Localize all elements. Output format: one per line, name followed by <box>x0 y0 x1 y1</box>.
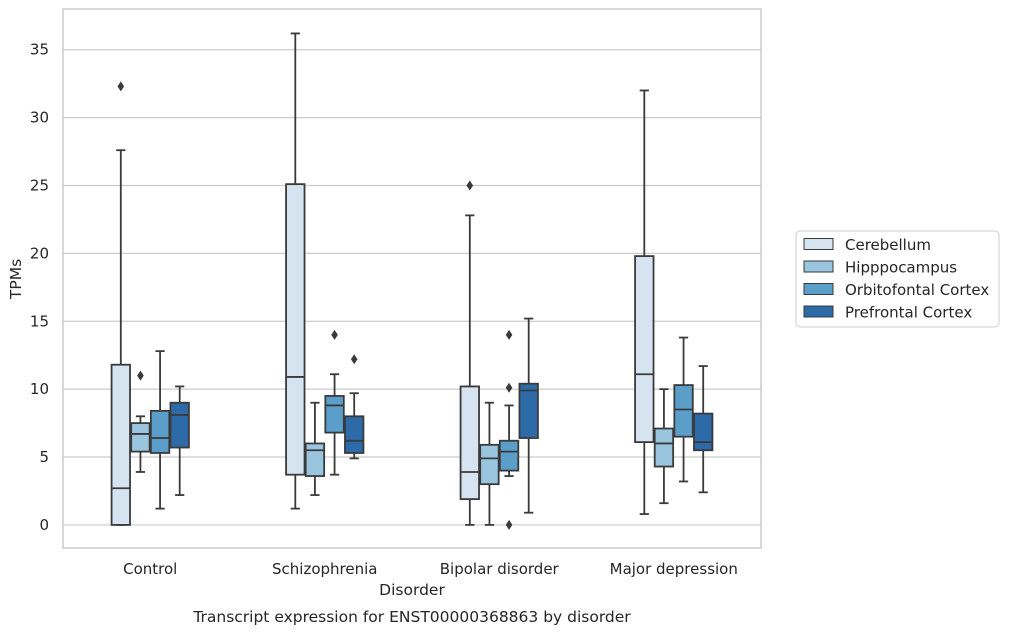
box-body <box>498 439 520 472</box>
box-orbitofontal-cortex <box>498 329 520 530</box>
box-body <box>673 384 694 438</box>
box-hipppocampus <box>479 401 500 526</box>
x-tick-label: Control <box>123 560 177 578</box>
box-body <box>304 442 326 477</box>
box-body <box>518 382 539 439</box>
y-tick-label: 35 <box>30 41 49 59</box>
y-tick-label: 20 <box>30 244 49 262</box>
legend-swatch <box>803 260 834 273</box>
box-body <box>653 427 675 468</box>
y-tick-label: 0 <box>39 516 49 534</box>
box-hipppocampus <box>653 388 675 505</box>
box-body <box>459 385 480 501</box>
box-cerebellum <box>285 32 306 510</box>
box-prefrontal-cortex <box>693 365 714 494</box>
legend-frame <box>795 230 1000 328</box>
box-body <box>110 363 131 526</box>
y-tick-labels: 0 5 10 15 20 25 30 35 <box>30 41 49 534</box>
box-body <box>634 255 655 444</box>
outlier-point <box>466 180 474 191</box>
x-tick-label: Bipolar disorder <box>440 560 560 578</box>
y-tick-label: 15 <box>30 312 49 330</box>
legend-swatch <box>803 305 834 318</box>
box-cerebellum <box>634 89 655 515</box>
x-tick-label: Schizophrenia <box>272 560 377 578</box>
box-orbitofontal-cortex <box>324 329 345 476</box>
legend-swatch <box>803 238 834 250</box>
legend-label: Cerebellum <box>845 236 931 254</box>
outlier-point <box>350 354 358 365</box>
y-tick-label: 10 <box>30 380 49 398</box>
box-body <box>149 409 171 454</box>
legend: Cerebellum Hipppocampus Orbitofontal Corte… <box>795 230 1000 328</box>
y-axis-title: TPMs <box>7 259 25 300</box>
box-body <box>324 395 345 434</box>
y-tick-label: 5 <box>39 448 49 466</box>
box-body <box>693 412 714 452</box>
outlier-point <box>331 329 338 340</box>
box-orbitofontal-cortex <box>673 336 694 483</box>
boxes <box>110 32 714 530</box>
box-body <box>479 443 500 486</box>
box-cerebellum <box>110 81 131 526</box>
box-prefrontal-cortex <box>169 385 190 496</box>
box-prefrontal-cortex <box>518 317 539 514</box>
box-prefrontal-cortex <box>344 354 365 460</box>
legend-label: Prefrontal Cortex <box>845 304 972 322</box>
outlier-point <box>505 329 513 340</box>
y-tick-label: 25 <box>30 176 49 194</box>
box-hipppocampus <box>304 401 326 496</box>
outlier-point <box>117 81 125 92</box>
box-body <box>169 401 190 449</box>
box-orbitofontal-cortex <box>149 350 171 510</box>
legend-label: Hipppocampus <box>845 259 957 277</box>
x-tick-label: Major depression <box>610 560 738 578</box>
legend-label: Orbitofontal Cortex <box>845 281 989 299</box>
chart-caption: Transcript expression for ENST0000036886… <box>192 608 631 626</box>
box-hipppocampus <box>130 370 151 473</box>
x-tick-labels: Control Schizophrenia Bipolar disorder Majo… <box>123 560 738 578</box>
box-body <box>130 422 151 453</box>
x-axis-title: Disorder <box>379 581 445 599</box>
box-body <box>344 415 365 454</box>
box-body <box>285 183 306 476</box>
plot-frame <box>62 8 762 549</box>
y-tick-label: 30 <box>30 109 49 127</box>
legend-swatch <box>803 283 834 295</box>
outlier-point <box>505 382 513 393</box>
outlier-point <box>505 519 513 530</box>
box-cerebellum <box>459 180 480 526</box>
outlier-point <box>137 370 144 381</box>
